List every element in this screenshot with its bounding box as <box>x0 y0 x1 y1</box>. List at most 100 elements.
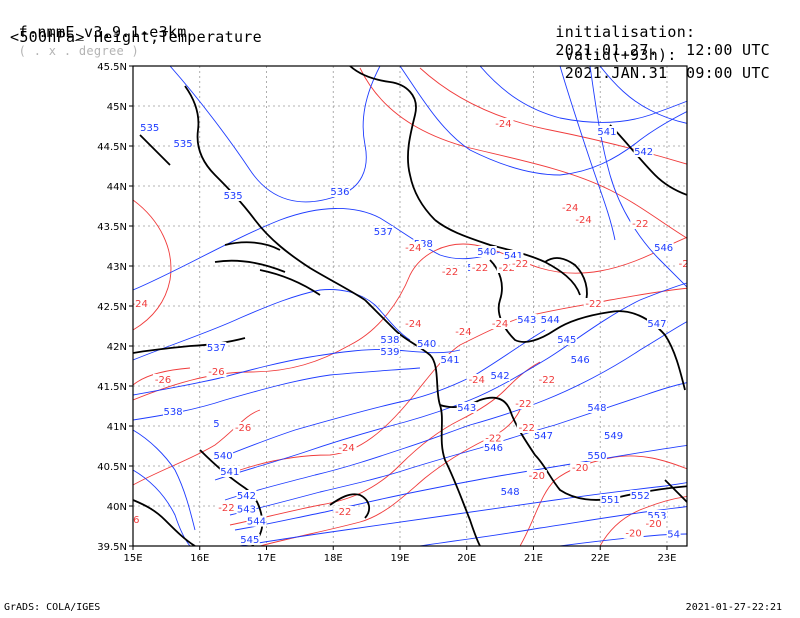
height-contour-label: 541 <box>220 467 239 478</box>
height-contour-label-bg <box>163 406 184 417</box>
height-contour-label: 535 <box>224 191 243 202</box>
level-fields: <500hPa> Height,Temperature <box>10 28 262 46</box>
country-borders <box>133 66 687 546</box>
height-contour-label: 537 <box>374 227 393 238</box>
longitude-axis: 15E 16E 17E 18E 19E 20E 21E 22E 23E <box>123 546 676 564</box>
temperature-contour-label: -22 <box>539 375 555 386</box>
temperature-contour-label: -2 <box>679 259 689 270</box>
height-contour-label-bg <box>556 334 577 345</box>
temperature-contour-label: -20 <box>529 471 545 482</box>
lat-tick-label: 42.5N <box>97 302 127 313</box>
lon-tick-label: 20E <box>457 553 476 564</box>
init-line: initialisation: 2021.01.27. 12:00 UTC <box>537 5 770 59</box>
height-contour-label: 548 <box>587 403 606 414</box>
model-title: f-nmmE_v3.9.1-e3km ( . x . degree ) <box>0 5 187 59</box>
lat-tick-label: 42N <box>107 342 127 353</box>
temperature-contour-label: -24 <box>495 119 511 130</box>
temperature-contour-label-bg <box>510 258 531 269</box>
temperature-contour-label: -22 <box>472 263 488 274</box>
height-contour-label-bg <box>533 430 554 441</box>
temperature-contour-label-bg <box>133 298 150 309</box>
height-contour-label-bg <box>213 450 234 461</box>
height-contour-label: 54 <box>667 529 680 540</box>
temperature-contour-label: 6 <box>133 515 139 526</box>
height-contour-label: 546 <box>484 443 503 454</box>
temperature-contour-label-bg <box>573 214 594 225</box>
lon-tick-label: 21E <box>524 553 543 564</box>
temperature-contour-label: -26 <box>208 367 224 378</box>
height-contour-label-bg <box>239 534 260 545</box>
height-contour-label: 546 <box>654 243 673 254</box>
temperature-contour-label-bg <box>490 318 511 329</box>
temperature-contour-label: -24 <box>338 443 354 454</box>
lon-tick-label: 17E <box>257 553 276 564</box>
temperature-contour-label-bg <box>333 506 354 517</box>
height-contour-label-bg <box>139 122 160 133</box>
height-contour-label-bg <box>219 466 240 477</box>
temperature-contour-label-bg <box>206 366 227 377</box>
temperature-contour-label: -24 <box>405 319 421 330</box>
latitude-axis: 39.5N 40N 40.5N 41N 41.5N 42N 42.5N 43N 43.5N 44N… <box>97 62 133 553</box>
height-contour-label: 544 <box>247 517 266 528</box>
temperature-contour-label: -24 <box>405 243 421 254</box>
height-contour-label: 541 <box>504 251 523 262</box>
height-contour-label: 545 <box>557 335 576 346</box>
height-contour-label-bg <box>516 314 537 325</box>
temperature-contour-label-bg <box>483 432 504 444</box>
temperature-contour-label: -24 <box>562 203 578 214</box>
height-contour-label: 542 <box>634 147 653 158</box>
height-contour-label-bg <box>246 515 267 527</box>
height-contour-label-bg <box>586 402 607 413</box>
height-contour-label-bg <box>540 314 561 325</box>
init-value: 2021.01.27. 12:00 UTC <box>555 41 770 59</box>
height-contour-label: 548 <box>501 487 520 498</box>
height-contour-label-bg <box>603 430 624 441</box>
height-contour-label: 538 <box>164 407 183 418</box>
height-contour-label-bg <box>413 238 434 249</box>
temperature-contour-label-bg <box>676 258 687 269</box>
height-contour-label-bg <box>646 510 667 521</box>
height-contour-label-bg <box>236 503 257 515</box>
height-contour-label-bg <box>503 250 524 261</box>
lon-tick-label: 15E <box>123 553 142 564</box>
lon-tick-label: 18E <box>324 553 343 564</box>
temperature-contour-label-bg <box>153 374 174 385</box>
model-name: f-nmmE_v3.9.1-e3km <box>18 23 187 41</box>
lat-tick-label: 45.5N <box>97 62 127 73</box>
lon-tick-label: 22E <box>591 553 610 564</box>
height-contour-label-bg <box>373 226 394 237</box>
lat-tick-label: 45N <box>107 102 127 113</box>
height-contour-label-bg <box>646 318 667 329</box>
temperature-contour-label-bg <box>440 266 461 277</box>
height-contour-label: 544 <box>541 315 560 326</box>
temperature-contour-label-bg <box>216 502 237 513</box>
height-contour-label: 552 <box>631 491 650 502</box>
credit-label: GrADS: COLA/IGES <box>4 602 101 613</box>
height-contour-label: 541 <box>441 355 460 366</box>
temperature-contour-label-bg <box>403 318 424 329</box>
timestamp-label: 2021-01-27-22:21 <box>685 602 782 613</box>
temperature-contour-label: -24 <box>132 299 148 310</box>
height-contour-label: 547 <box>647 319 666 330</box>
temperature-contour-label-bg <box>466 374 487 385</box>
lon-tick-label: 19E <box>390 553 409 564</box>
temperature-contour-label: -22 <box>585 299 601 310</box>
valid-label: valid(+93h): <box>564 46 677 64</box>
height-contour-label: 543 <box>517 315 536 326</box>
plot-area: 5355355355365375385395405415415425465385… <box>132 66 689 546</box>
height-contours <box>133 66 687 546</box>
height-contour-label-bg <box>206 342 227 353</box>
lat-tick-label: 41N <box>107 422 127 433</box>
height-contour-label-bg <box>329 186 350 197</box>
height-contour-label-bg <box>223 190 244 201</box>
height-contour-label: 5 <box>213 419 219 430</box>
height-contour-label: 540 <box>214 451 233 462</box>
height-contour-label-bg <box>570 354 591 365</box>
height-contour-label-bg <box>653 242 674 253</box>
height-contour-label-bg <box>586 450 607 461</box>
height-contour-label: 542 <box>491 371 510 382</box>
init-label: initialisation: <box>555 23 696 41</box>
height-contour-label: 540 <box>417 339 436 350</box>
height-contour-label-bg <box>633 146 654 157</box>
valid-line: valid(+93h): 2021.JAN.31 09:00 UTC <box>546 28 770 82</box>
